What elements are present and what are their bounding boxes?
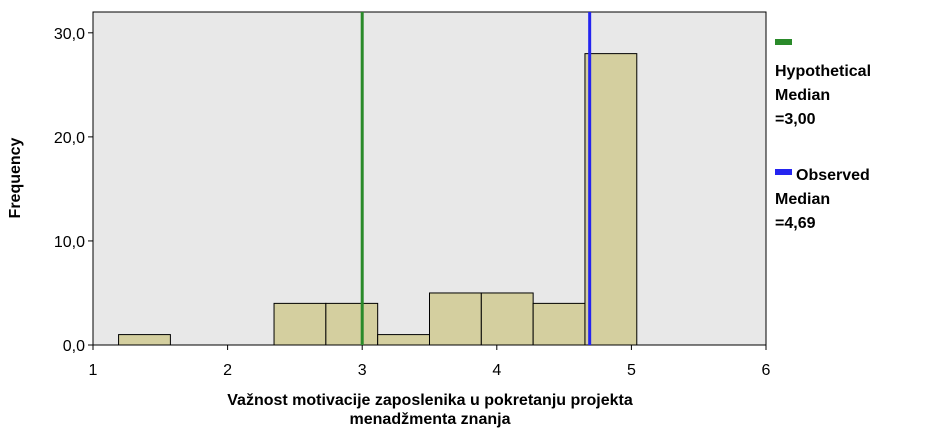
x-tick-label: 4 xyxy=(492,362,501,379)
x-tick-label: 3 xyxy=(358,362,367,379)
bar xyxy=(532,302,586,346)
x-tick-label: 5 xyxy=(627,362,636,379)
y-tick-label: 20,0 xyxy=(54,130,85,147)
legend-swatch xyxy=(775,39,792,45)
bar xyxy=(273,302,327,346)
y-tick-label: 30,0 xyxy=(54,26,85,43)
bar xyxy=(480,292,534,346)
y-tick-label: 10,0 xyxy=(54,234,85,251)
legend-label: Observed Median =4,69 xyxy=(775,167,870,232)
x-tick-label: 6 xyxy=(762,362,771,379)
bar xyxy=(584,53,638,346)
legend-label: Hypothetical Median =3,00 xyxy=(775,63,871,128)
y-axis-label: Frequency xyxy=(7,137,24,218)
y-tick-label: 0,0 xyxy=(63,338,85,355)
legend-swatch xyxy=(775,169,792,175)
x-tick-label: 1 xyxy=(89,362,98,379)
bar xyxy=(377,334,430,346)
x-tick-label: 2 xyxy=(223,362,232,379)
x-axis-label: Važnost motivacije zaposlenika u pokreta… xyxy=(227,392,633,409)
bar xyxy=(325,302,379,346)
x-axis-label: menadžmenta znanja xyxy=(350,411,511,428)
bar xyxy=(429,292,482,346)
plot-area xyxy=(92,11,767,346)
bar xyxy=(118,334,171,346)
